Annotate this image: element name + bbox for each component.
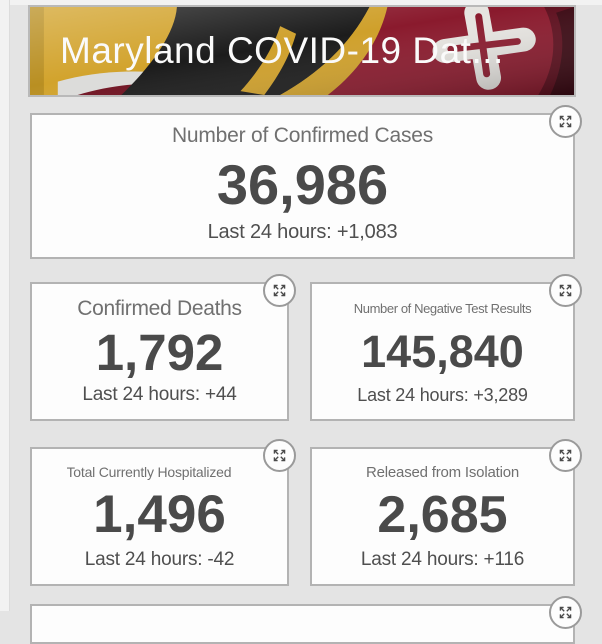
card-title: Total Currently Hospitalized — [66, 464, 232, 480]
expand-button[interactable] — [549, 105, 582, 138]
card-title: Number of Negative Test Results — [353, 301, 532, 316]
expand-button[interactable] — [549, 439, 582, 472]
card-value: 2,685 — [377, 486, 508, 545]
expand-arrows-icon — [559, 449, 572, 462]
expand-button[interactable] — [263, 274, 296, 307]
card-title: Confirmed Deaths — [77, 297, 242, 320]
expand-arrows-icon — [559, 284, 572, 297]
card-title: Number of Confirmed Cases — [171, 124, 434, 147]
maryland-flag-image — [30, 7, 574, 95]
card-delta: Last 24 hours: +116 — [360, 549, 525, 571]
indicator-card-confirmed-cases: Number of Confirmed Cases 36,986 Last 24… — [30, 105, 582, 259]
expand-arrows-icon — [273, 284, 286, 297]
card-value: 36,986 — [216, 152, 389, 216]
dashboard-header: Maryland COVID-19 Dat... — [28, 5, 576, 97]
card-delta: Last 24 hours: +1,083 — [207, 220, 398, 243]
indicator-card-hospitalized: Total Currently Hospitalized 1,496 Last … — [30, 439, 296, 586]
expand-button[interactable] — [549, 596, 582, 629]
card-delta: Last 24 hours: +3,289 — [357, 385, 528, 406]
card-delta: Last 24 hours: -42 — [84, 549, 235, 571]
card-title: Released from Isolation — [366, 464, 519, 481]
expand-button[interactable] — [549, 274, 582, 307]
card-value: 1,792 — [95, 324, 224, 382]
expand-arrows-icon — [559, 606, 572, 619]
indicator-card-negative-tests: Number of Negative Test Results 145,840 … — [310, 274, 582, 421]
left-gutter — [0, 0, 10, 611]
expand-arrows-icon — [559, 115, 572, 128]
indicator-card-released: Released from Isolation 2,685 Last 24 ho… — [310, 439, 582, 586]
card-value: 1,496 — [93, 485, 226, 545]
top-gutter — [0, 0, 602, 5]
indicator-card-confirmed-deaths: Confirmed Deaths 1,792 Last 24 hours: +4… — [30, 274, 296, 421]
expand-arrows-icon — [273, 449, 286, 462]
dashboard-title: Maryland COVID-19 Dat... — [60, 30, 504, 71]
indicator-card-partial — [30, 596, 582, 644]
card-delta: Last 24 hours: +44 — [82, 384, 237, 406]
card-value: 145,840 — [361, 325, 524, 377]
expand-button[interactable] — [263, 439, 296, 472]
